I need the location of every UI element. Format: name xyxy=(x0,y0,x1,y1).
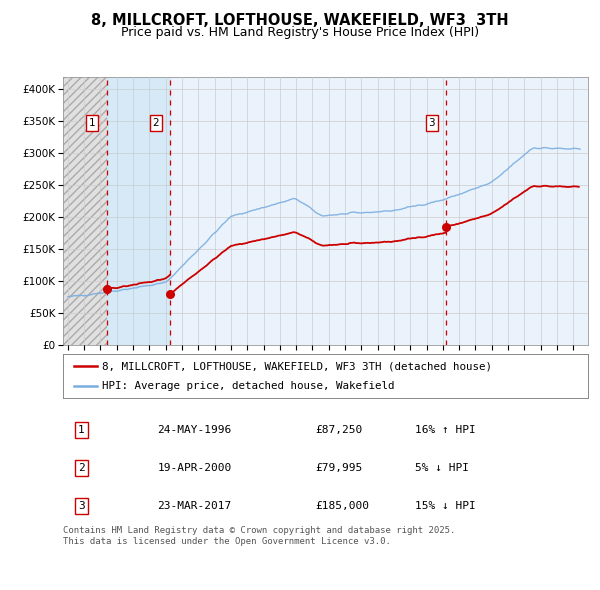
Bar xyxy=(63,77,107,345)
Text: £87,250: £87,250 xyxy=(315,425,362,435)
Text: 3: 3 xyxy=(78,501,85,511)
Text: 8, MILLCROFT, LOFTHOUSE, WAKEFIELD, WF3  3TH: 8, MILLCROFT, LOFTHOUSE, WAKEFIELD, WF3 … xyxy=(91,13,509,28)
Text: 5% ↓ HPI: 5% ↓ HPI xyxy=(415,463,469,473)
Text: 3: 3 xyxy=(428,118,435,127)
Bar xyxy=(107,77,170,345)
Text: 1: 1 xyxy=(89,118,95,127)
Text: 23-MAR-2017: 23-MAR-2017 xyxy=(157,501,232,511)
Text: Price paid vs. HM Land Registry's House Price Index (HPI): Price paid vs. HM Land Registry's House … xyxy=(121,26,479,39)
Text: HPI: Average price, detached house, Wakefield: HPI: Average price, detached house, Wake… xyxy=(103,381,395,391)
Text: 24-MAY-1996: 24-MAY-1996 xyxy=(157,425,232,435)
Text: £185,000: £185,000 xyxy=(315,501,369,511)
Text: 15% ↓ HPI: 15% ↓ HPI xyxy=(415,501,476,511)
Text: 8, MILLCROFT, LOFTHOUSE, WAKEFIELD, WF3 3TH (detached house): 8, MILLCROFT, LOFTHOUSE, WAKEFIELD, WF3 … xyxy=(103,362,493,371)
Bar xyxy=(63,77,107,345)
Text: 2: 2 xyxy=(152,118,159,127)
Text: Contains HM Land Registry data © Crown copyright and database right 2025.
This d: Contains HM Land Registry data © Crown c… xyxy=(63,526,455,546)
Text: 1: 1 xyxy=(78,425,85,435)
Text: 19-APR-2000: 19-APR-2000 xyxy=(157,463,232,473)
Text: 16% ↑ HPI: 16% ↑ HPI xyxy=(415,425,476,435)
Text: 2: 2 xyxy=(78,463,85,473)
Text: £79,995: £79,995 xyxy=(315,463,362,473)
